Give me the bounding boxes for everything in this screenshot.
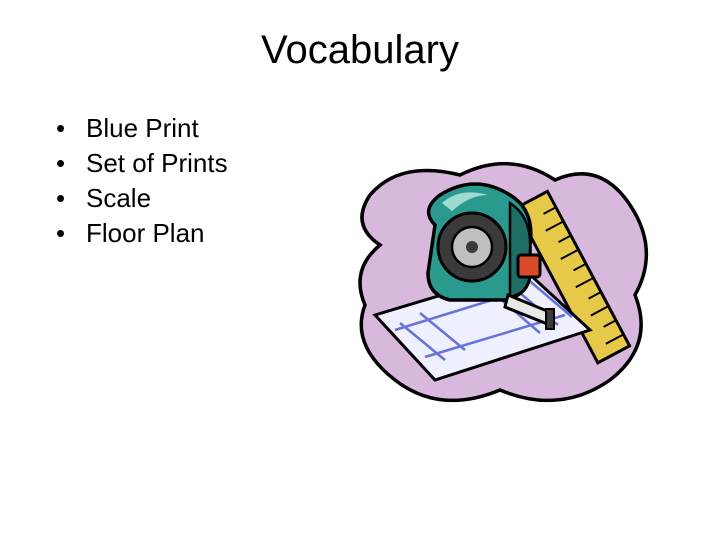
slide: Vocabulary Blue Print Set of Prints Scal…	[0, 0, 720, 540]
list-item: Blue Print	[52, 111, 680, 146]
blueprint-tools-icon	[340, 155, 660, 415]
page-title: Vocabulary	[40, 28, 680, 73]
